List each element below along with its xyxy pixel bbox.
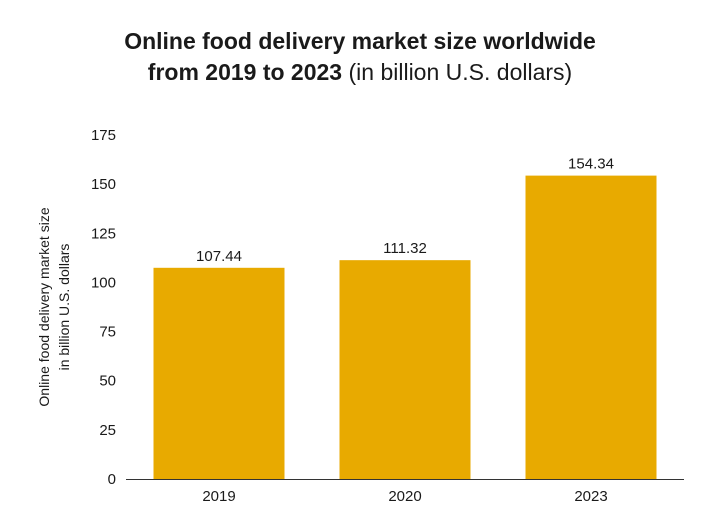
y-tick-label: 25 (99, 422, 116, 439)
data-label-2023: 154.34 (568, 156, 614, 173)
y-axis-ticks: 0 25 50 75 100 125 150 175 (91, 127, 116, 488)
y-axis-title-line1: Online food delivery market size (36, 207, 52, 406)
y-tick-label: 100 (91, 274, 116, 291)
x-tick-label-2023: 2023 (574, 488, 607, 505)
data-label-2020: 111.32 (383, 240, 427, 257)
x-tick-label-2019: 2019 (202, 488, 235, 505)
data-labels: 107.44 111.32 154.34 (196, 156, 614, 265)
chart-title-line2-bold: from 2019 to 2023 (147, 59, 343, 85)
y-tick-label: 0 (108, 471, 116, 488)
chart-title-line1: Online food delivery market size worldwi… (124, 28, 596, 54)
y-tick-label: 175 (91, 127, 116, 144)
data-label-2019: 107.44 (196, 248, 242, 265)
bar-2023 (525, 175, 657, 479)
y-axis-title: Online food delivery market size in bill… (36, 207, 72, 406)
bars (153, 175, 657, 479)
x-axis-ticks: 2019 2020 2023 (202, 488, 607, 505)
y-tick-label: 125 (91, 225, 116, 242)
x-tick-label-2020: 2020 (388, 488, 421, 505)
y-tick-label: 150 (91, 176, 116, 193)
bar-2020 (339, 260, 471, 479)
chart-title: Online food delivery market size worldwi… (0, 26, 720, 88)
chart-title-line2-rest: (in billion U.S. dollars) (348, 59, 573, 85)
y-axis-title-line2: in billion U.S. dollars (56, 244, 72, 371)
y-tick-label: 50 (99, 373, 116, 390)
y-tick-label: 75 (99, 324, 116, 341)
bar-2019 (153, 267, 285, 479)
